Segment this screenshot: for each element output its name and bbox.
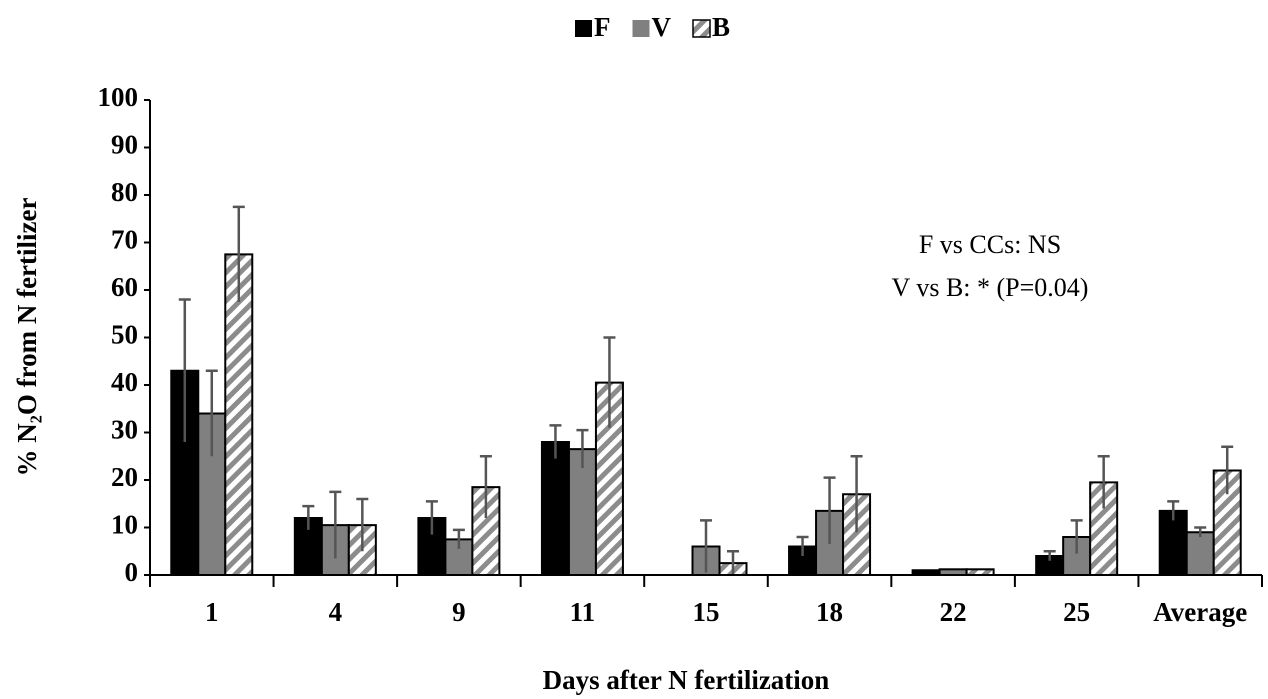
annotation: F vs CCs: NS xyxy=(919,230,1061,259)
x-tick-label: 25 xyxy=(1063,597,1090,627)
x-tick-label: 1 xyxy=(205,597,219,627)
x-tick-label: 11 xyxy=(570,597,596,627)
bar xyxy=(224,253,254,576)
y-tick-label: 40 xyxy=(111,367,138,397)
legend-label: F xyxy=(594,12,611,42)
error-bar xyxy=(356,497,369,552)
error-bar xyxy=(178,298,191,442)
legend-swatch xyxy=(575,20,592,37)
y-tick-label: 10 xyxy=(111,510,138,540)
y-tick-label: 20 xyxy=(111,462,138,492)
error-bar xyxy=(700,519,712,573)
error-bar xyxy=(796,535,809,556)
error-bar xyxy=(603,336,616,428)
legend-swatch xyxy=(632,20,650,37)
legend-label: V xyxy=(652,12,672,42)
x-tick-label: 4 xyxy=(329,597,343,627)
y-tick-label: 30 xyxy=(111,415,138,445)
annotation: V vs B: * (P=0.04) xyxy=(892,273,1089,302)
error-bar xyxy=(549,424,562,459)
y-tick-label: 50 xyxy=(111,320,138,350)
y-tick-label: 60 xyxy=(111,272,138,302)
x-tick-label: 18 xyxy=(816,597,843,627)
y-tick-label: 90 xyxy=(111,130,138,160)
error-bar xyxy=(452,528,465,549)
x-axis-label: Days after N fertilization xyxy=(543,665,830,695)
error-bar xyxy=(1167,500,1180,521)
error-bar xyxy=(1043,550,1056,561)
error-bar xyxy=(232,205,245,302)
y-tick-label: 0 xyxy=(125,557,139,587)
x-tick-label: 22 xyxy=(940,597,967,627)
error-bar xyxy=(302,504,315,530)
error-bar xyxy=(823,476,836,545)
error-bar xyxy=(727,550,739,575)
bar xyxy=(1185,531,1215,576)
error-bar xyxy=(850,455,863,533)
error-bar xyxy=(576,428,589,469)
error-bar xyxy=(329,490,342,559)
error-bar xyxy=(425,500,438,535)
x-tick-label: 9 xyxy=(452,597,466,627)
error-bar xyxy=(1221,445,1234,495)
error-bar xyxy=(1194,526,1207,537)
bar xyxy=(540,441,570,576)
x-tick-label: 15 xyxy=(693,597,720,627)
error-bar xyxy=(205,369,218,457)
legend-swatch xyxy=(692,19,711,38)
y-tick-label: 80 xyxy=(111,177,138,207)
y-tick-label: 100 xyxy=(98,82,139,112)
y-tick-label: 70 xyxy=(111,225,138,255)
x-tick-label: Average xyxy=(1153,597,1247,627)
error-bar xyxy=(479,455,492,518)
error-bar xyxy=(1097,455,1110,509)
error-bar xyxy=(1070,519,1083,554)
y-axis-label: % N₂O from N fertilizer xyxy=(12,197,42,476)
bar xyxy=(1158,509,1188,576)
legend-label: B xyxy=(712,12,730,42)
